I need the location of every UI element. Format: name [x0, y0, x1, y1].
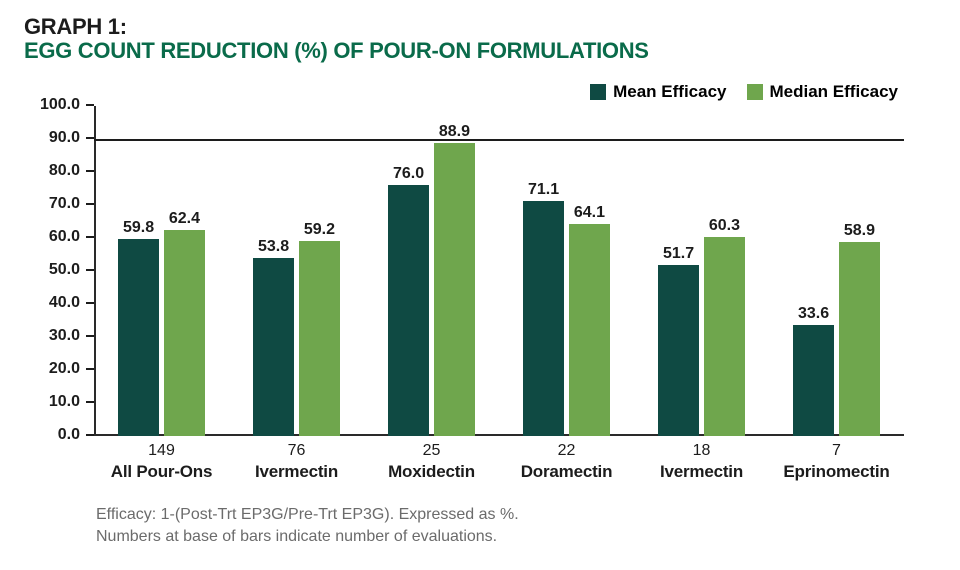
bar-group: 33.658.9	[769, 106, 904, 436]
bar-median: 88.9	[434, 143, 475, 436]
bar-mean: 33.6	[793, 325, 834, 436]
y-tick-label: 80.0	[32, 162, 86, 180]
x-axis-labels: 149All Pour-Ons76Ivermectin25Moxidectin2…	[94, 436, 904, 482]
y-tick: 30.0	[32, 327, 94, 345]
bar-value-label: 53.8	[253, 238, 294, 258]
legend-item-1: Median Efficacy	[747, 82, 899, 102]
bar-value-label: 59.8	[118, 219, 159, 239]
y-tick-mark	[86, 137, 94, 139]
y-tick-mark	[86, 434, 94, 436]
y-tick: 100.0	[32, 96, 94, 114]
y-tick-mark	[86, 269, 94, 271]
legend-swatch	[590, 84, 606, 100]
y-tick-mark	[86, 170, 94, 172]
bar-mean: 51.7	[658, 265, 699, 436]
legend-label: Mean Efficacy	[613, 82, 726, 102]
y-tick-mark	[86, 401, 94, 403]
x-category-name: Ivermectin	[229, 462, 364, 482]
x-label-group: 7 Eprinomectin	[769, 436, 904, 482]
bar-mean: 59.8	[118, 239, 159, 436]
plot-area: 0.010.020.030.040.050.060.070.080.090.01…	[32, 106, 936, 436]
bar-median: 58.9	[839, 242, 880, 436]
bar-median: 64.1	[569, 224, 610, 436]
bar-value-label: 62.4	[164, 210, 205, 230]
y-tick-mark	[86, 236, 94, 238]
x-label-group: 25 Moxidectin	[364, 436, 499, 482]
bar-mean: 53.8	[253, 258, 294, 436]
x-count: 149	[94, 442, 229, 460]
bar-group: 71.164.1	[499, 106, 634, 436]
graph-label: GRAPH 1:	[24, 14, 936, 40]
x-count: 18	[634, 442, 769, 460]
y-tick-mark	[86, 203, 94, 205]
legend-swatch	[747, 84, 763, 100]
y-tick-mark	[86, 335, 94, 337]
y-tick: 70.0	[32, 195, 94, 213]
x-label-group: 76 Ivermectin	[229, 436, 364, 482]
footnote: Efficacy: 1-(Post-Trt EP3G/Pre-Trt EP3G)…	[96, 504, 936, 547]
bar-value-label: 58.9	[839, 222, 880, 242]
bar-value-label: 51.7	[658, 245, 699, 265]
chart-title: EGG COUNT REDUCTION (%) OF POUR-ON FORMU…	[24, 38, 936, 64]
footnote-line1: Efficacy: 1-(Post-Trt EP3G/Pre-Trt EP3G)…	[96, 504, 936, 526]
x-label-group: 22 Doramectin	[499, 436, 634, 482]
legend-label: Median Efficacy	[770, 82, 899, 102]
bars-row: 59.862.453.859.276.088.971.164.151.760.3…	[94, 106, 904, 436]
y-tick-label: 70.0	[32, 195, 86, 213]
y-tick-label: 60.0	[32, 228, 86, 246]
x-count: 25	[364, 442, 499, 460]
y-tick: 90.0	[32, 129, 94, 147]
bar-group: 51.760.3	[634, 106, 769, 436]
x-label-group: 149 All Pour-Ons	[94, 436, 229, 482]
x-count: 22	[499, 442, 634, 460]
y-tick-mark	[86, 302, 94, 304]
y-tick-label: 50.0	[32, 261, 86, 279]
y-tick-label: 100.0	[32, 96, 86, 114]
bar-median: 62.4	[164, 230, 205, 436]
bar-value-label: 76.0	[388, 165, 429, 185]
bar-value-label: 33.6	[793, 305, 834, 325]
bar-median: 59.2	[299, 241, 340, 436]
bar-group: 59.862.4	[94, 106, 229, 436]
bar-value-label: 71.1	[523, 181, 564, 201]
legend: Mean Efficacy Median Efficacy	[24, 82, 898, 102]
x-count: 7	[769, 442, 904, 460]
y-tick-mark	[86, 104, 94, 106]
y-tick-label: 90.0	[32, 129, 86, 147]
bar-group: 53.859.2	[229, 106, 364, 436]
bar-value-label: 64.1	[569, 204, 610, 224]
y-tick: 50.0	[32, 261, 94, 279]
y-tick-label: 40.0	[32, 294, 86, 312]
y-tick-label: 0.0	[32, 426, 86, 444]
x-category-name: Doramectin	[499, 462, 634, 482]
chart: 0.0 10.0 20.0 30.0 40.0 50.0 60.0 70.0 80.0 90.0 1…	[32, 106, 936, 482]
y-tick-label: 20.0	[32, 360, 86, 378]
y-tick: 20.0	[32, 360, 94, 378]
x-category-name: All Pour-Ons	[94, 462, 229, 482]
x-category-name: Ivermectin	[634, 462, 769, 482]
y-tick-label: 10.0	[32, 393, 86, 411]
legend-item-0: Mean Efficacy	[590, 82, 726, 102]
y-tick: 10.0	[32, 393, 94, 411]
x-label-group: 18 Ivermectin	[634, 436, 769, 482]
x-count: 76	[229, 442, 364, 460]
y-tick: 0.0	[32, 426, 94, 444]
y-tick-label: 30.0	[32, 327, 86, 345]
bar-value-label: 59.2	[299, 221, 340, 241]
x-category-name: Eprinomectin	[769, 462, 904, 482]
bar-group: 76.088.9	[364, 106, 499, 436]
y-tick: 60.0	[32, 228, 94, 246]
bar-median: 60.3	[704, 237, 745, 436]
y-tick-mark	[86, 368, 94, 370]
y-tick: 40.0	[32, 294, 94, 312]
x-category-name: Moxidectin	[364, 462, 499, 482]
footnote-line2: Numbers at base of bars indicate number …	[96, 526, 936, 548]
bar-value-label: 88.9	[434, 123, 475, 143]
bar-mean: 71.1	[523, 201, 564, 436]
bar-value-label: 60.3	[704, 217, 745, 237]
y-tick: 80.0	[32, 162, 94, 180]
bar-mean: 76.0	[388, 185, 429, 436]
